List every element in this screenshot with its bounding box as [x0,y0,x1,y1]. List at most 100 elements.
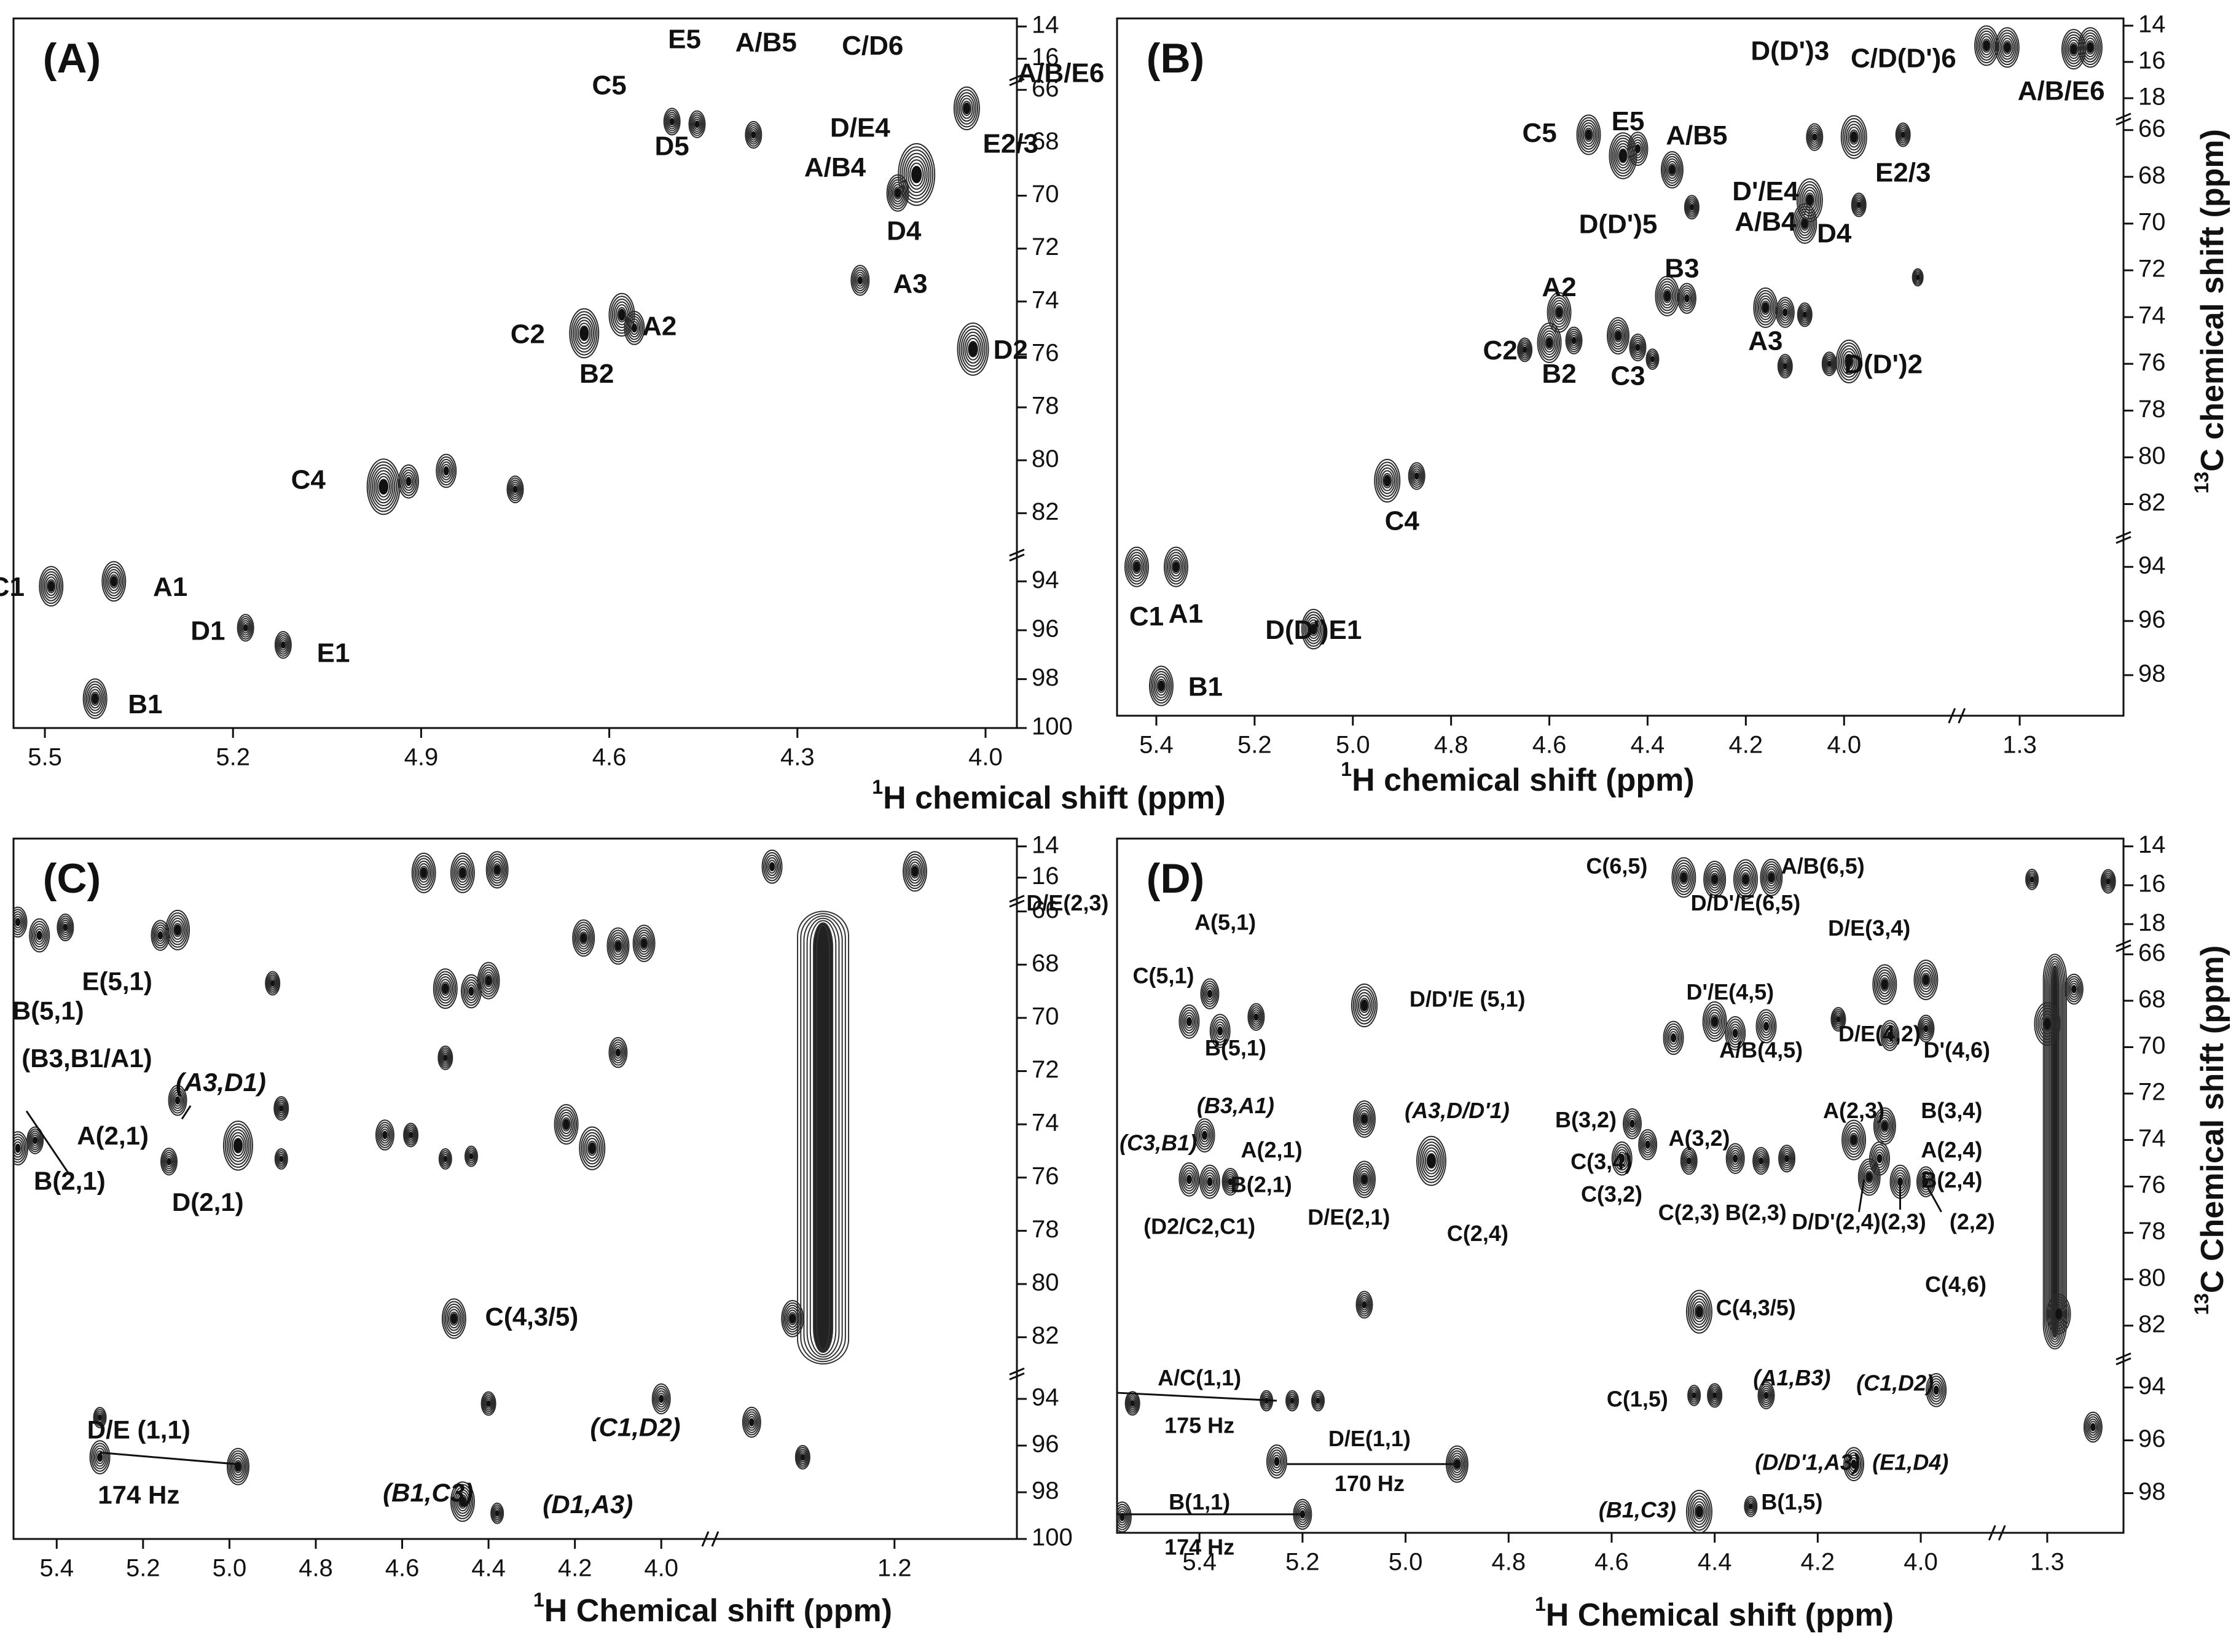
contour-peak [1707,1383,1723,1408]
contour-peak [460,974,482,1009]
y-tick-label: 98 [2138,660,2166,687]
contour-peak [1178,1004,1200,1039]
contour-peak [2064,973,2084,1005]
ridge-contour [797,910,850,1365]
y-axis-break [2115,531,2131,544]
peak-annotation: D4 [887,216,922,246]
contour-peak [26,1126,44,1154]
y-tick-label: 14 [1032,12,1059,39]
peak-annotation: B(3,2) [1555,1107,1617,1132]
contour-peak [433,968,458,1009]
peak-annotation: A(2,4) [1921,1137,1982,1162]
peak-annotation: C(3,2) [1581,1181,1642,1207]
contour-peak [1757,1381,1775,1409]
y-tick-label: 96 [2138,1425,2166,1452]
y-axis-label: 13C chemical shift (ppm) [2190,129,2230,493]
y-axis-break [2115,1352,2131,1366]
y-tick-label: 68 [2138,162,2166,189]
peak-annotation: A2 [1542,272,1576,302]
peak-annotation: B3 [1665,254,1699,284]
contour-peak [1755,1009,1777,1044]
contour-peak [1352,1100,1376,1138]
y-tick-label: 94 [1032,566,1059,593]
leader-line [1925,1183,1942,1213]
y-tick-label: 14 [2138,10,2166,37]
panel-label: (A) [43,35,101,82]
contour-peak [506,475,524,504]
peak-annotation: A/C(1,1) [1158,1365,1241,1390]
contour-peak [1843,1447,1865,1481]
contour-peak [2025,869,2039,890]
y-tick-label: 70 [2138,1032,2166,1059]
peak-annotation: C1 [0,572,25,602]
y-tick-label: 72 [1032,1056,1059,1083]
peak-annotation: D'(4,6) [1923,1038,1990,1063]
y-axis-break [2115,112,2131,126]
y-tick-label: 98 [2138,1478,2166,1505]
x-axis-label: 1H chemical shift (ppm) [872,776,1225,815]
peak-annotation: D'/E(4,5) [1687,979,1774,1004]
contour-peak [168,1084,187,1116]
contour-peak [651,1383,671,1415]
peak-annotation: D2 [994,335,1028,365]
contour-peak [1627,131,1649,166]
contour-peak [850,265,870,296]
peak-annotation: B2 [1542,359,1576,389]
peak-annotation: 174 Hz [1164,1534,1234,1559]
peak-annotation: D/E(2,1) [1308,1205,1390,1230]
contour-peak [2046,1293,2071,1334]
contour-peak [1725,1016,1746,1051]
peak-annotation: C(4,3/5) [1716,1295,1796,1320]
peak-annotation: C4 [1385,506,1420,536]
peak-annotation: E(5,1) [82,967,152,996]
contour-peak [101,561,127,602]
contour-peak [608,1036,628,1068]
y-tick-label: 70 [1032,181,1059,208]
peak-annotation: (D2/C2,C1) [1143,1214,1255,1239]
peak-annotation: C4 [291,464,326,495]
x-tick-label: 5.0 [1389,1549,1423,1576]
ridge-contour [800,913,846,1363]
contour-peak [745,120,763,149]
contour-peak [1760,858,1783,896]
y-tick-label: 80 [1032,445,1059,472]
contour-peak [438,1148,452,1170]
peak-annotation: 175 Hz [1164,1412,1234,1438]
contour-peak [1629,333,1647,362]
contour-peak [1124,546,1149,587]
contour-peak [1199,1164,1220,1199]
x-axis-label: 1H chemical shift (ppm) [1341,758,1694,797]
x-tick-label: 4.4 [471,1555,506,1582]
peak-annotation: (C3,B1) [1120,1130,1197,1156]
contour-peak [1830,1007,1846,1032]
panel-label: (B) [1147,35,1204,82]
contour-peak [1355,1291,1373,1319]
x-tick-label: 5.5 [28,744,62,771]
x-axis-break [1948,708,1966,724]
contour-peak [742,1406,761,1438]
ridge-contour [809,920,837,1356]
peak-annotation: A1 [1169,599,1203,629]
x-axis-label-text: H Chemical shift (ppm) [544,1593,892,1629]
contour-peak [29,918,50,953]
x-axis-label-text: H chemical shift (ppm) [883,780,1226,816]
panel-label: (D) [1147,855,1204,902]
x-tick-label: 4.2 [1801,1549,1835,1576]
contour-peak [2100,869,2116,894]
y-tick-label: 14 [2138,831,2166,858]
x-tick-label: 4.8 [1491,1549,1526,1576]
contour-peak [781,1299,804,1337]
contour-peak [1680,1146,1698,1175]
x-axis-label-sup: 1 [533,1589,544,1611]
contour-peak [1916,1166,1935,1197]
x-tick-label: 4.0 [1904,1549,1938,1576]
contour-peak [1200,978,1220,1009]
contour-peak [1374,458,1401,503]
y-tick-label: 70 [1032,1003,1059,1030]
peak-annotation: C(3,4) [1570,1149,1632,1174]
peak-annotation: B(2,1) [1231,1172,1292,1197]
peak-annotation: A/B5 [1666,120,1727,151]
peak-annotation: E2/3 [983,128,1039,159]
x-tick-label: 1.3 [2002,732,2037,759]
